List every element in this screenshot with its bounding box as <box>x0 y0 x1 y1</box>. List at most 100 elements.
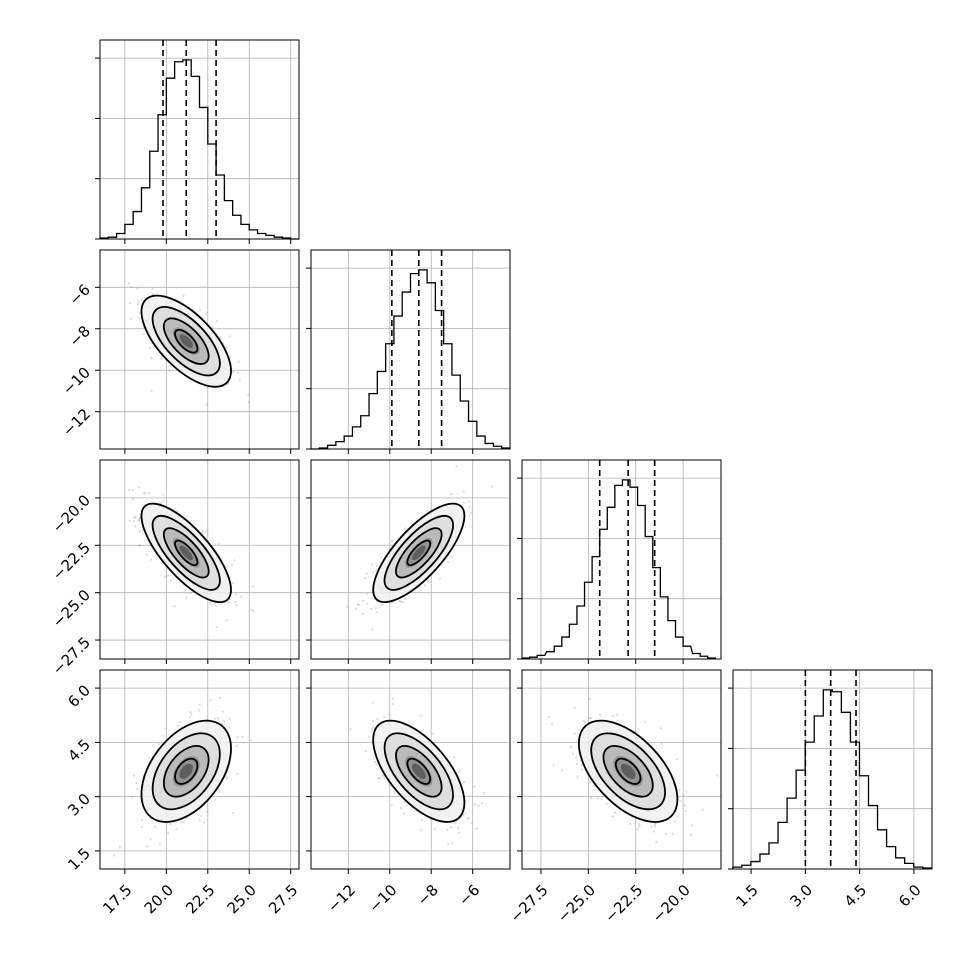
scatter-point <box>463 780 466 783</box>
scatter-point <box>654 822 657 826</box>
scatter-point <box>365 572 368 575</box>
x-tick-label: 27.5 <box>265 881 301 917</box>
scatter-point <box>365 602 369 605</box>
scatter-point <box>225 775 228 778</box>
scatter-point <box>236 772 239 776</box>
scatter-point <box>188 715 192 719</box>
scatter-point <box>227 601 230 604</box>
contour-line <box>590 732 666 811</box>
density-fill <box>179 334 193 349</box>
scatter-point <box>388 713 391 716</box>
scatter-point <box>381 603 384 606</box>
scatter-point <box>218 696 222 699</box>
scatter-point <box>475 827 478 830</box>
scatter-point <box>135 781 138 785</box>
scatter-point <box>132 497 135 500</box>
scatter-point <box>215 625 218 629</box>
scatter-point <box>128 488 131 491</box>
scatter-point <box>458 831 461 834</box>
contour-line <box>151 732 221 811</box>
scatter-point <box>650 825 653 828</box>
density-fill <box>179 763 193 779</box>
scatter-point <box>118 845 122 848</box>
scatter-point <box>372 570 375 573</box>
scatter-point <box>575 762 579 765</box>
x-tick-label: −20.0 <box>649 881 694 926</box>
y-tick-label: −10 <box>59 364 94 399</box>
histogram-panel-3 <box>728 669 933 874</box>
scatter-point <box>466 817 469 820</box>
scatter-point <box>144 491 147 494</box>
panel-frame <box>99 459 300 660</box>
scatter-point <box>644 720 647 723</box>
scatter-point <box>671 832 674 835</box>
scatter-point <box>247 393 250 397</box>
density-fill <box>179 545 193 561</box>
y-tick-label: 1.5 <box>64 844 94 874</box>
scatter-point <box>433 828 436 831</box>
scatter-point <box>376 718 379 721</box>
x-tick-label: 17.5 <box>99 881 135 917</box>
scatter-point <box>381 775 384 778</box>
histogram-panel-0 <box>95 39 300 244</box>
scatter-point <box>673 820 676 823</box>
scatter-point <box>551 722 554 725</box>
histogram-step <box>99 59 299 240</box>
scatter-point <box>182 294 185 297</box>
scatter-point <box>628 822 632 825</box>
scatter-point <box>233 559 236 562</box>
scatter-point <box>588 780 592 784</box>
scatter-point <box>483 792 486 795</box>
scatter-point <box>132 774 135 777</box>
scatter-point <box>250 608 253 611</box>
contour-line <box>406 539 432 567</box>
x-tick-label: −10 <box>365 881 400 916</box>
scatter-point <box>142 492 146 495</box>
scatter-point <box>160 357 163 360</box>
scatter-point <box>552 764 555 767</box>
scatter-point <box>176 724 179 727</box>
scatter-point <box>375 569 378 572</box>
scatter-point <box>560 769 564 772</box>
scatter-point <box>226 776 229 780</box>
scatter-point <box>414 591 417 594</box>
scatter-point <box>190 591 193 594</box>
scatter-point <box>138 519 141 523</box>
scatter-point <box>459 770 462 773</box>
scatter-point <box>371 597 374 600</box>
scatter-point <box>377 776 380 779</box>
scatter-point <box>349 728 352 731</box>
scatter-point <box>231 370 235 373</box>
scatter-point <box>231 811 234 814</box>
scatter-point <box>354 607 357 610</box>
scatter-point <box>221 710 225 713</box>
scatter-point <box>159 501 162 505</box>
contour-line <box>174 328 199 354</box>
scatter-point <box>138 530 142 533</box>
scatter-point <box>234 601 237 604</box>
scatter-point <box>432 732 435 735</box>
panel-frame <box>310 249 511 450</box>
scatter-point <box>148 492 151 495</box>
scatter-point <box>138 486 141 489</box>
contour-line <box>577 719 679 823</box>
scatter-point <box>146 845 149 848</box>
x-tick-label: −27.5 <box>506 881 551 926</box>
scatter-point <box>446 561 450 564</box>
scatter-point <box>202 821 205 824</box>
scatter-point <box>371 728 374 731</box>
scatter-point <box>137 519 140 522</box>
density-fill <box>411 763 426 779</box>
scatter-point <box>134 516 137 519</box>
contour-line <box>383 515 454 591</box>
scatter-point <box>206 386 210 389</box>
scatter-point <box>655 840 658 844</box>
panel-frame <box>99 669 300 870</box>
scatter-point <box>357 603 360 607</box>
scatter-point <box>477 804 480 807</box>
contour-line <box>151 306 221 377</box>
x-tick-label: −22.5 <box>601 881 646 926</box>
scatter-point <box>249 739 252 742</box>
scatter-point <box>130 795 134 798</box>
panel-frame <box>310 669 511 870</box>
